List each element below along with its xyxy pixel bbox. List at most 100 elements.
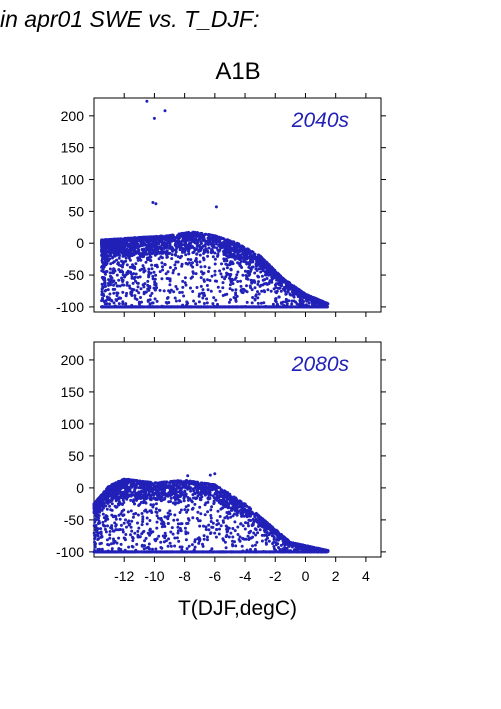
data-point — [295, 290, 299, 293]
data-point — [108, 536, 112, 540]
data-point — [221, 242, 225, 246]
data-point — [107, 283, 110, 287]
data-point — [141, 264, 145, 268]
data-point — [222, 259, 226, 263]
data-point — [214, 298, 218, 302]
data-point — [132, 243, 136, 247]
y-tick-label: 150 — [61, 140, 85, 156]
data-point — [217, 235, 221, 239]
data-point — [295, 292, 299, 296]
data-point — [228, 287, 232, 291]
data-point — [230, 260, 234, 264]
data-point — [192, 271, 195, 275]
data-point — [155, 514, 159, 518]
data-point — [123, 275, 126, 279]
data-point — [204, 232, 208, 236]
data-point — [133, 275, 137, 279]
data-point — [141, 517, 145, 521]
data-point — [206, 250, 210, 254]
data-point — [314, 298, 318, 302]
data-point — [230, 255, 234, 259]
data-point — [201, 296, 205, 300]
data-point — [108, 253, 112, 257]
data-point — [150, 263, 154, 267]
data-point — [253, 271, 257, 275]
data-point — [238, 258, 242, 261]
data-point — [264, 538, 268, 542]
data-point — [187, 544, 191, 548]
data-point — [176, 255, 180, 259]
data-point — [277, 295, 281, 299]
data-point — [195, 252, 199, 256]
x-tick-label: 0 — [302, 568, 310, 584]
data-point — [256, 301, 260, 305]
data-point — [115, 291, 119, 295]
data-point — [155, 299, 159, 303]
data-point — [250, 301, 254, 305]
data-point — [101, 297, 105, 301]
data-point — [136, 275, 140, 279]
data-point — [274, 300, 278, 304]
data-point — [278, 275, 282, 279]
data-point — [256, 531, 260, 535]
y-tick-label: 0 — [76, 480, 84, 496]
data-point — [180, 246, 184, 250]
data-point — [176, 239, 180, 243]
data-point — [199, 236, 203, 240]
data-point — [215, 519, 219, 523]
data-point — [202, 293, 206, 297]
data-point — [199, 284, 203, 288]
x-tick-label: -10 — [144, 568, 164, 584]
data-point — [101, 247, 105, 251]
data-point — [112, 301, 116, 305]
data-point — [130, 292, 133, 296]
data-point — [108, 302, 111, 306]
data-point — [249, 286, 253, 290]
data-point — [227, 535, 231, 539]
x-tick-label: 2 — [332, 568, 340, 584]
data-point — [243, 269, 247, 273]
data-point — [147, 285, 151, 289]
data-point — [155, 265, 159, 269]
point-cloud-2080s — [92, 472, 330, 554]
data-point — [184, 245, 188, 249]
data-point — [107, 281, 110, 285]
data-point — [246, 247, 250, 251]
data-point — [103, 289, 107, 293]
data-point — [124, 242, 128, 246]
data-point — [195, 263, 199, 267]
data-point — [127, 270, 131, 274]
data-point — [222, 267, 226, 271]
data-point — [168, 509, 172, 513]
data-point — [177, 272, 181, 276]
data-point — [203, 239, 207, 243]
data-point — [157, 257, 161, 261]
data-point — [121, 514, 125, 517]
data-point — [143, 253, 146, 256]
data-point — [257, 267, 261, 271]
data-point — [147, 270, 151, 274]
data-point — [280, 284, 284, 288]
data-point — [139, 287, 143, 291]
data-point — [121, 278, 125, 282]
data-point — [211, 302, 215, 306]
data-point — [174, 266, 178, 270]
data-point — [188, 261, 191, 265]
data-point — [255, 258, 259, 262]
data-point — [103, 302, 107, 306]
data-point — [218, 527, 221, 531]
data-point — [263, 266, 267, 270]
data-point — [124, 533, 128, 536]
data-point — [250, 288, 254, 292]
data-point — [164, 272, 168, 276]
data-point — [201, 288, 205, 292]
data-point — [145, 238, 149, 242]
data-point — [207, 270, 210, 273]
data-point — [233, 529, 237, 533]
data-point — [320, 300, 324, 303]
data-point — [100, 264, 104, 268]
data-point — [303, 293, 307, 297]
data-point — [170, 526, 174, 530]
data-point — [177, 232, 181, 236]
